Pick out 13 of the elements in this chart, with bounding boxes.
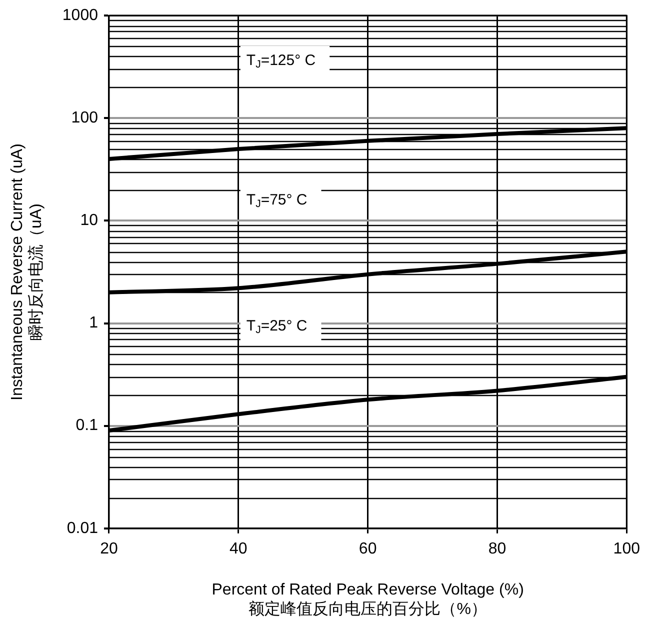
y-tick-label: 0.01 — [66, 520, 98, 537]
x-tick-label: 80 — [488, 540, 506, 558]
x-tick-label: 60 — [358, 540, 377, 558]
y-tick-label: 10 — [80, 212, 98, 230]
x-axis-title: Percent of Rated Peak Reverse Voltage (%) 额定峰值反向电压的百分比（%） — [212, 582, 524, 618]
y-tick-label: 1 — [89, 314, 98, 332]
y-tick-label: 100 — [71, 110, 98, 127]
x-tick-label: 100 — [613, 540, 640, 558]
y-axis-title: Instantaneous Reverse Current (uA) 瞬时反向电流（uA) — [9, 143, 46, 401]
y-tick-label: 0.1 — [76, 417, 98, 434]
y-tick-label: 1000 — [62, 7, 98, 24]
x-tick-label: 40 — [230, 540, 248, 558]
x-tick-label: 20 — [100, 540, 118, 558]
